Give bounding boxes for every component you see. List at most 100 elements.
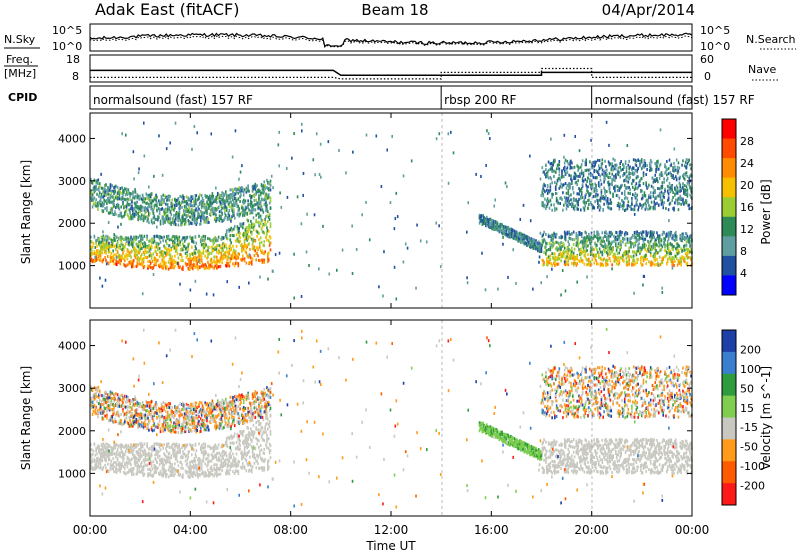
power-cell [150, 201, 153, 205]
power-cell [230, 219, 232, 223]
power-cell [182, 219, 185, 223]
power-cell [191, 222, 193, 226]
power-cell [656, 243, 658, 247]
power-cell [617, 256, 620, 260]
power-cell [569, 236, 571, 240]
power-cell [255, 213, 258, 217]
power-cell [151, 237, 154, 241]
power-cell [108, 188, 111, 192]
power-cell [135, 242, 138, 246]
power-cell [129, 260, 131, 264]
power-cell [105, 183, 107, 187]
power-cell [131, 204, 133, 208]
power-cell [250, 262, 253, 266]
power-cell [261, 249, 264, 253]
power-cell [264, 184, 266, 188]
power-cell [511, 228, 514, 232]
power-cell [197, 215, 199, 219]
power-cell [581, 239, 584, 243]
power-cell [250, 256, 252, 260]
power-cell [151, 266, 154, 270]
power-cell [267, 195, 270, 199]
power-cell [169, 253, 172, 257]
power-cell [555, 191, 558, 195]
power-cell [123, 245, 126, 249]
power-cell [502, 232, 504, 236]
power-cell [95, 258, 97, 262]
power-cell [537, 246, 539, 250]
power-cell [155, 258, 157, 262]
power-cell [577, 238, 579, 242]
power-cell [602, 208, 605, 212]
power-cell [269, 236, 272, 240]
power-cell [151, 209, 154, 213]
power-cell [269, 179, 272, 183]
power-cell [116, 185, 119, 189]
power-cell [150, 237, 153, 241]
power-cell [305, 250, 308, 254]
power-cell [628, 159, 630, 163]
power-cell [630, 172, 632, 176]
power-cell [163, 256, 165, 260]
power-cell [97, 182, 99, 186]
power-cell [538, 242, 541, 246]
power-cell [248, 223, 250, 227]
power-cell [190, 199, 193, 203]
power-cell [237, 238, 240, 242]
power-cell [651, 232, 653, 236]
power-cell [104, 250, 106, 254]
power-cell [640, 189, 643, 193]
power-cell [224, 209, 226, 213]
power-cell [596, 248, 598, 252]
power-cell [148, 239, 150, 243]
power-cell [137, 206, 139, 210]
power-cell [640, 177, 643, 181]
power-cell [500, 229, 502, 233]
power-cell [190, 262, 192, 266]
power-cell [153, 239, 156, 243]
power-cell [594, 234, 596, 238]
power-cell [132, 262, 134, 266]
power-cell [631, 250, 634, 254]
power-cell [161, 173, 164, 177]
power-cell [132, 242, 134, 246]
power-cell [161, 254, 164, 258]
power-cell [92, 188, 95, 192]
power-cell [256, 184, 258, 188]
power-cell [492, 222, 494, 226]
power-cell [216, 255, 218, 259]
power-cell [247, 234, 249, 238]
power-cell [249, 224, 251, 228]
power-cell [125, 208, 128, 212]
power-cell [598, 158, 601, 162]
power-cell [505, 229, 508, 233]
power-cell [265, 207, 267, 211]
power-cell [519, 239, 521, 243]
power-cell [571, 261, 573, 265]
power-cell [632, 158, 635, 162]
power-cell [158, 235, 161, 239]
power-cell [153, 257, 156, 261]
power-cell [575, 234, 578, 238]
power-cell [191, 196, 194, 200]
power-cell [671, 199, 673, 203]
power-cell [154, 195, 156, 199]
power-cell [132, 190, 135, 194]
power-cell [173, 203, 175, 207]
power-cell [149, 193, 152, 197]
power-cell [596, 176, 598, 180]
power-cell [254, 239, 257, 243]
power-cell [666, 160, 668, 164]
power-cell [525, 234, 527, 238]
power-cell [567, 245, 570, 249]
power-cell [191, 217, 194, 221]
power-cell [673, 177, 675, 181]
power-cell [554, 208, 556, 212]
power-cell [581, 176, 584, 180]
power-cell [214, 206, 216, 210]
power-cell [616, 238, 619, 242]
power-cell [588, 237, 590, 241]
power-cell [246, 233, 249, 237]
power-cell [625, 170, 628, 174]
power-cell [580, 252, 583, 256]
